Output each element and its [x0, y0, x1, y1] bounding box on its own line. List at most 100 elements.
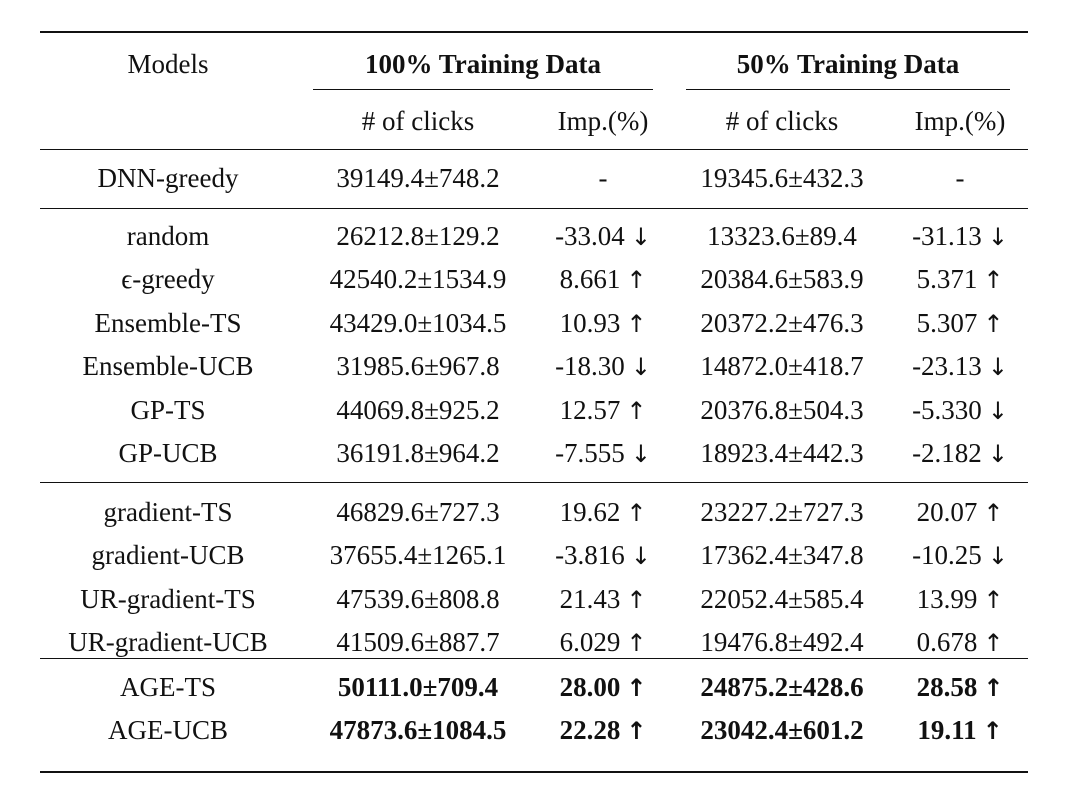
cell-imp-50: 19.11 ↑	[917, 713, 1002, 748]
cell-clicks-50: 20376.8±504.3	[700, 394, 864, 425]
cell-imp-100: -3.816 ↓	[555, 538, 651, 573]
cell-imp-100: 8.661 ↑	[560, 262, 647, 297]
imp-value: 28.00	[559, 672, 621, 702]
imp-value: -23.13	[912, 351, 982, 382]
imp-value: 19.62	[559, 497, 621, 527]
arrow-down-icon: ↓	[630, 353, 651, 382]
arrow-down-icon: ↓	[987, 353, 1008, 382]
arrow-up-icon: ↑	[626, 499, 647, 527]
imp-value: -33.04	[555, 221, 625, 251]
cell-imp-50: 28.58 ↑	[917, 670, 1004, 705]
arrow-up-icon: ↑	[983, 629, 1004, 658]
cell-clicks-100: 41509.6±887.7	[336, 627, 500, 658]
imp-value: -31.13	[912, 221, 982, 251]
imp-value: -18.30	[555, 351, 625, 382]
imp-value: -3.816	[555, 540, 625, 571]
cell-imp-50: 0.678 ↑	[917, 625, 1004, 660]
arrow-down-icon: ↓	[987, 396, 1008, 425]
cell-clicks-50: 23042.4±601.2	[700, 715, 864, 746]
imp-value: 28.58	[916, 672, 978, 702]
cell-clicks-100: 47539.6±808.8	[336, 583, 500, 614]
header-group-50: 50% Training Data	[736, 49, 960, 79]
cell-clicks-100: 42540.2±1534.9	[329, 264, 507, 295]
cell-imp-50: -	[956, 161, 965, 195]
arrow-up-icon: ↑	[983, 309, 1004, 338]
arrow-up-icon: ↑	[983, 499, 1004, 527]
cell-imp-100: 12.57 ↑	[560, 393, 647, 428]
cell-clicks-50: 14872.0±418.7	[700, 351, 864, 382]
group-100-underline	[313, 89, 653, 91]
cell-clicks-50: 19345.6±432.3	[700, 163, 864, 193]
cell-imp-50: -31.13 ↓	[912, 219, 1008, 254]
cell-imp-100: 21.43 ↑	[560, 582, 647, 617]
cell-clicks-50: 13323.6±89.4	[707, 221, 857, 251]
cell-model: Ensemble-UCB	[82, 351, 254, 382]
cell-imp-100: 19.62 ↑	[560, 495, 647, 530]
cell-model: gradient-UCB	[91, 540, 245, 571]
imp-value: 10.93	[559, 307, 621, 338]
imp-value: -5.330	[912, 394, 982, 425]
cell-imp-100: -7.555 ↓	[555, 436, 651, 471]
subheader-clicks-100: # of clicks	[361, 106, 475, 136]
cell-clicks-100: 47873.6±1084.5	[329, 715, 507, 746]
cell-model: Ensemble-TS	[94, 307, 242, 338]
imp-value: -2.182	[912, 438, 982, 468]
imp-value: -	[598, 163, 608, 193]
subheader-imp-100: Imp.(%)	[557, 106, 649, 136]
arrow-up-icon: ↑	[626, 309, 647, 338]
arrow-up-icon: ↑	[983, 266, 1004, 295]
subheader-imp-50: Imp.(%)	[914, 106, 1006, 136]
arrow-down-icon: ↓	[987, 542, 1008, 571]
cell-imp-50: 5.371 ↑	[917, 262, 1004, 297]
cell-imp-50: -2.182 ↓	[912, 436, 1008, 471]
cell-clicks-50: 18923.4±442.3	[700, 438, 864, 468]
imp-value: 13.99	[916, 583, 978, 614]
arrow-up-icon: ↑	[626, 717, 647, 746]
cell-imp-50: 20.07 ↑	[917, 495, 1004, 530]
cell-imp-100: -33.04 ↓	[555, 219, 651, 254]
cell-imp-100: 28.00 ↑	[560, 670, 647, 705]
imp-value: 19.11	[917, 715, 977, 746]
cell-model: random	[126, 221, 210, 251]
imp-value: 5.307	[916, 307, 978, 338]
group-separator-rule	[40, 208, 1028, 210]
arrow-up-icon: ↑	[983, 585, 1004, 614]
arrow-up-icon: ↑	[982, 717, 1003, 746]
cell-model: AGE-TS	[120, 672, 216, 702]
cell-clicks-100: 46829.6±727.3	[336, 497, 500, 527]
cell-imp-50: -23.13 ↓	[912, 349, 1008, 384]
imp-value: 12.57	[559, 394, 621, 425]
cell-clicks-50: 17362.4±347.8	[700, 540, 864, 571]
header-models: Models	[127, 49, 209, 79]
cell-imp-50: 13.99 ↑	[917, 582, 1004, 617]
cell-clicks-50: 20372.2±476.3	[700, 307, 864, 338]
cell-imp-100: 22.28 ↑	[560, 713, 647, 748]
arrow-up-icon: ↑	[626, 585, 647, 614]
cell-clicks-50: 19476.8±492.4	[700, 627, 864, 658]
imp-value: 0.678	[916, 627, 978, 658]
cell-clicks-100: 36191.8±964.2	[336, 438, 500, 468]
cell-imp-50: -5.330 ↓	[912, 393, 1008, 428]
cell-clicks-50: 23227.2±727.3	[700, 497, 864, 527]
cell-model: DNN-greedy	[97, 163, 239, 193]
group-separator-rule	[40, 658, 1028, 660]
arrow-down-icon: ↓	[630, 440, 651, 468]
arrow-down-icon: ↓	[630, 223, 651, 251]
imp-value: -10.25	[912, 540, 982, 571]
cell-model: AGE-UCB	[108, 715, 228, 746]
cell-model: GP-TS	[130, 394, 206, 425]
imp-value: 21.43	[559, 583, 621, 614]
arrow-down-icon: ↓	[630, 542, 651, 571]
cell-model: UR-gradient-UCB	[68, 627, 268, 658]
arrow-up-icon: ↑	[626, 266, 647, 295]
arrow-up-icon: ↑	[983, 674, 1004, 702]
cell-clicks-50: 20384.6±583.9	[700, 264, 864, 295]
cell-imp-100: -18.30 ↓	[555, 349, 651, 384]
group-50-underline	[686, 89, 1010, 91]
header-group-100: 100% Training Data	[364, 49, 602, 79]
header-rule	[40, 149, 1028, 151]
group-separator-rule	[40, 482, 1028, 484]
arrow-down-icon: ↓	[987, 223, 1008, 251]
imp-value: 8.661	[559, 264, 621, 295]
cell-model: UR-gradient-TS	[80, 583, 256, 614]
